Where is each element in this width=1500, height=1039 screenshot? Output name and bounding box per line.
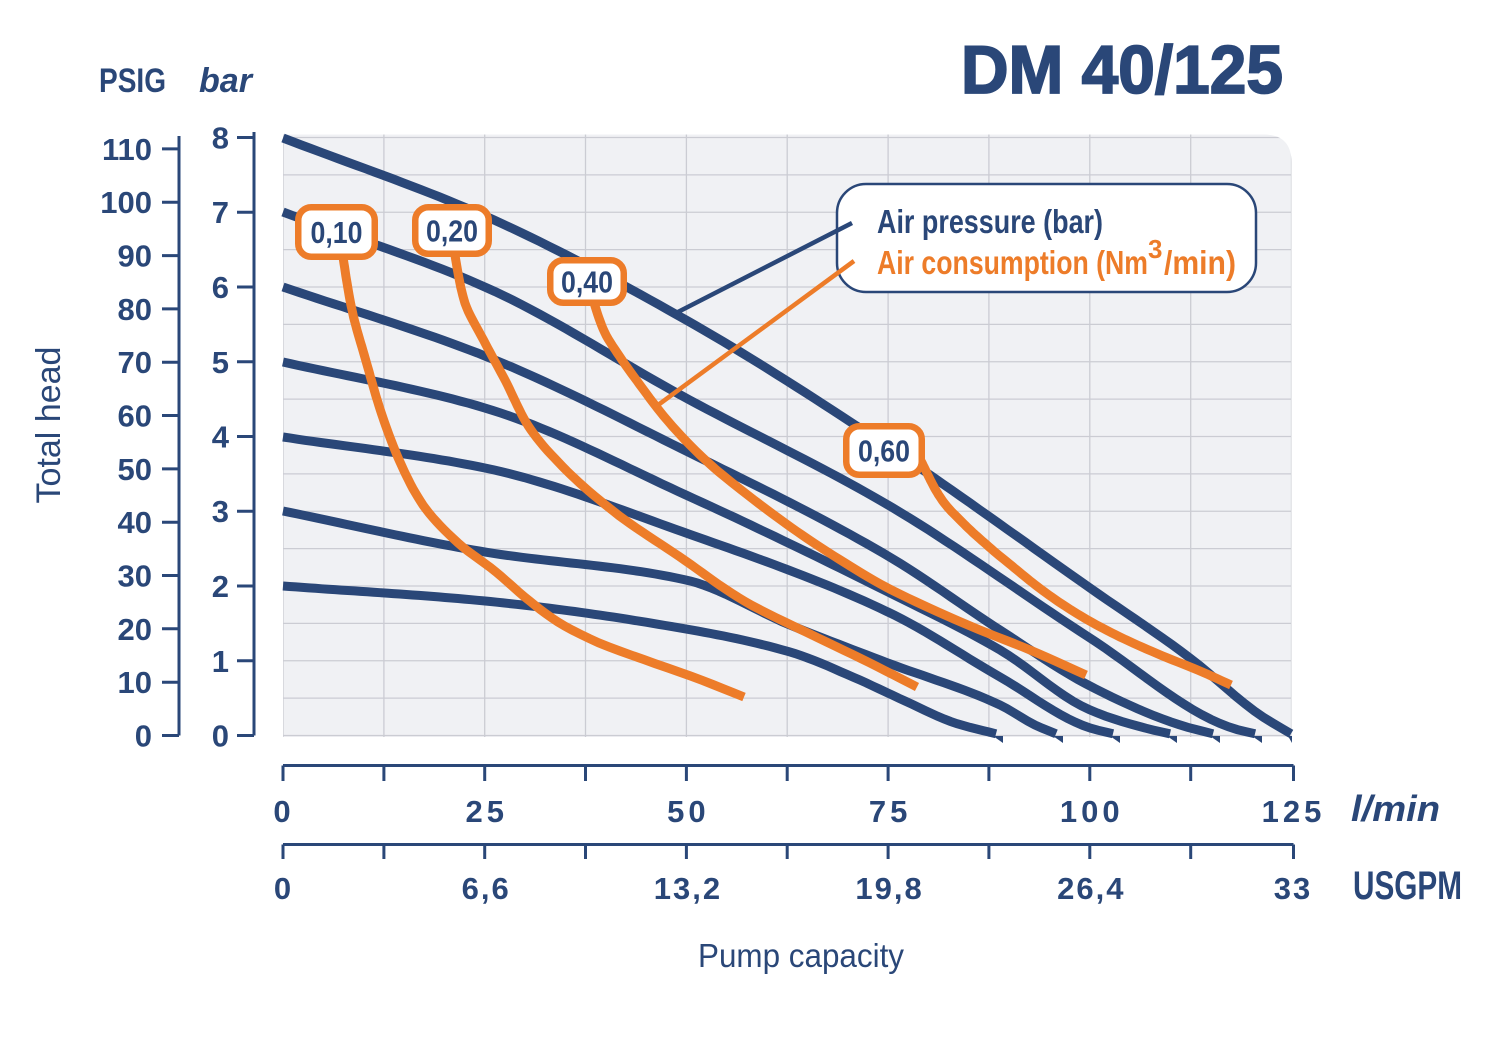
svg-text:50: 50: [118, 452, 152, 487]
svg-text:30: 30: [118, 559, 152, 594]
svg-text:PSIG: PSIG: [99, 62, 166, 100]
svg-text:0,20: 0,20: [426, 214, 478, 249]
svg-text:19,8: 19,8: [855, 871, 923, 906]
svg-text:6,6: 6,6: [462, 871, 511, 906]
svg-text:60: 60: [118, 399, 152, 434]
svg-text:25: 25: [465, 794, 507, 829]
svg-text:4: 4: [212, 420, 230, 455]
svg-text:7: 7: [212, 195, 229, 230]
svg-text:6: 6: [212, 270, 229, 305]
svg-text:0: 0: [212, 719, 229, 754]
svg-text:bar: bar: [199, 62, 254, 100]
svg-text:0: 0: [135, 719, 152, 754]
svg-text:0,60: 0,60: [858, 434, 910, 469]
svg-text:125: 125: [1262, 794, 1326, 829]
svg-text:0,10: 0,10: [311, 215, 363, 250]
svg-text:40: 40: [118, 505, 152, 540]
svg-text:Air consumption (Nm: Air consumption (Nm: [877, 244, 1148, 281]
svg-text:3: 3: [1148, 234, 1162, 264]
svg-text:20: 20: [118, 612, 152, 647]
svg-text:70: 70: [118, 345, 152, 380]
svg-text:110: 110: [102, 132, 152, 167]
svg-text:Air pressure (bar): Air pressure (bar): [877, 203, 1103, 240]
svg-text:8: 8: [212, 121, 229, 156]
svg-text:10: 10: [118, 665, 152, 700]
svg-text:100: 100: [100, 185, 152, 220]
svg-text:0: 0: [273, 794, 294, 829]
svg-text:33: 33: [1274, 871, 1312, 906]
svg-text:/min): /min): [1164, 244, 1236, 281]
svg-text:USGPM: USGPM: [1353, 864, 1462, 908]
svg-text:100: 100: [1060, 794, 1124, 829]
svg-text:0: 0: [274, 871, 293, 906]
svg-text:80: 80: [118, 292, 152, 327]
svg-text:3: 3: [212, 494, 229, 529]
svg-text:50: 50: [667, 794, 709, 829]
svg-text:Pump capacity: Pump capacity: [698, 937, 904, 974]
svg-text:DM 40/125: DM 40/125: [961, 32, 1283, 108]
svg-text:90: 90: [118, 239, 152, 274]
svg-text:75: 75: [869, 794, 911, 829]
svg-text:2: 2: [212, 569, 229, 604]
svg-text:1: 1: [212, 644, 229, 679]
svg-text:26,4: 26,4: [1057, 871, 1125, 906]
svg-text:5: 5: [212, 345, 229, 380]
svg-text:0,40: 0,40: [561, 265, 613, 300]
svg-text:13,2: 13,2: [654, 871, 722, 906]
svg-text:Total head: Total head: [30, 347, 68, 504]
svg-text:l/min: l/min: [1351, 788, 1440, 829]
